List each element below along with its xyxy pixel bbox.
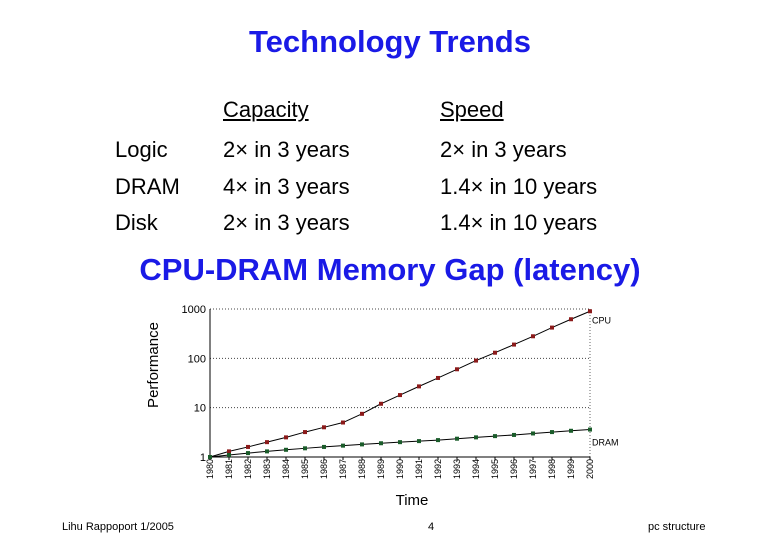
cpu-point-1990 (398, 393, 402, 398)
y-tick-label-1: 1 (200, 452, 206, 464)
x-tick-label-1983: 1983 (262, 459, 272, 479)
cpu-series-label: CPU (592, 315, 611, 325)
dram-point-1983 (265, 449, 269, 454)
cpu-point-1999 (569, 317, 573, 322)
chart-subtitle: CPU-DRAM Memory Gap (latency) (139, 252, 641, 287)
dram-point-1985 (303, 446, 307, 451)
dram-point-1998 (550, 430, 554, 435)
header-capacity: Capacity (223, 97, 309, 122)
chart-series: CPU DRAM (208, 309, 619, 459)
cpu-point-1998 (550, 325, 554, 330)
y-tick-label-10: 10 (194, 403, 206, 415)
slide-title: Technology Trends (249, 24, 531, 59)
dram-point-1980 (208, 455, 212, 459)
dram-point-1991 (417, 439, 421, 444)
dram-point-1981 (227, 452, 231, 457)
x-tick-label-1998: 1998 (547, 459, 557, 479)
row-dram-speed: 1.4× in 10 years (440, 174, 598, 199)
y-tick-label-100: 100 (188, 353, 206, 365)
x-tick-label-1993: 1993 (452, 459, 462, 479)
dram-point-1986 (322, 444, 326, 449)
x-tick-label-1999: 1999 (566, 459, 576, 479)
x-tick-label-1987: 1987 (338, 459, 348, 479)
cpu-point-1981 (227, 449, 231, 454)
x-tick-label-1982: 1982 (243, 459, 253, 479)
cpu-point-1996 (512, 342, 516, 347)
dram-point-1994 (474, 435, 478, 440)
x-tick-label-1985: 1985 (300, 459, 310, 479)
row-disk-label: Disk (115, 210, 158, 235)
x-tick-label-1980: 1980 (205, 459, 215, 479)
x-tick-label-1988: 1988 (357, 459, 367, 479)
cpu-point-1997 (531, 334, 535, 339)
cpu-point-1991 (417, 384, 421, 389)
dram-point-2000 (588, 427, 592, 432)
dram-point-1993 (455, 436, 459, 441)
y-tick-labels: 1000 100 10 1 (182, 304, 206, 464)
cpu-point-1992 (436, 375, 440, 380)
x-tick-label-1990: 1990 (395, 459, 405, 479)
dram-point-1990 (398, 440, 402, 445)
dram-point-1984 (284, 447, 288, 452)
cpu-point-1989 (379, 401, 383, 406)
cpu-point-1985 (303, 430, 307, 435)
row-dram-capacity: 4× in 3 years (223, 174, 350, 199)
x-tick-label-1992: 1992 (433, 459, 443, 479)
x-tick-label-1986: 1986 (319, 459, 329, 479)
footer-author: Lihu Rappoport 1/2005 (62, 521, 174, 533)
cpu-point-1984 (284, 435, 288, 440)
row-disk-capacity: 2× in 3 years (223, 210, 350, 235)
cpu-point-1988 (360, 411, 364, 416)
dram-point-1982 (246, 451, 250, 456)
cpu-point-2000 (588, 309, 592, 314)
dram-point-1992 (436, 438, 440, 443)
footer-course: pc structure (648, 521, 706, 533)
cpu-point-1994 (474, 358, 478, 363)
x-tick-label-1981: 1981 (224, 459, 234, 479)
row-dram-label: DRAM (115, 174, 180, 199)
x-tick-labels: 1980 1981 1982 1983 1984 1985 1986 1987 1988 1989… (205, 459, 595, 479)
dram-point-1995 (493, 434, 497, 439)
chart-grid (210, 308, 590, 409)
row-logic-capacity: 2× in 3 years (223, 137, 350, 162)
header-speed: Speed (440, 97, 504, 122)
cpu-point-1986 (322, 425, 326, 430)
dram-series-label: DRAM (592, 438, 619, 448)
cpu-point-1995 (493, 350, 497, 355)
cpu-point-1983 (265, 440, 269, 445)
dram-point-1987 (341, 443, 345, 448)
x-tick-label-1989: 1989 (376, 459, 386, 479)
row-logic-speed: 2× in 3 years (440, 137, 567, 162)
row-disk-speed: 1.4× in 10 years (440, 210, 598, 235)
dram-point-1999 (569, 428, 573, 433)
x-tick-label-1995: 1995 (490, 459, 500, 479)
cpu-point-1987 (341, 420, 345, 425)
dram-point-1988 (360, 442, 364, 447)
footer-page-number: 4 (428, 521, 435, 533)
dram-point-1997 (531, 431, 535, 436)
chart-axes (209, 309, 591, 460)
x-tick-label-1997: 1997 (528, 459, 538, 479)
dram-point-1989 (379, 441, 383, 446)
dram-point-1996 (512, 432, 516, 437)
row-logic-label: Logic (115, 137, 168, 162)
x-tick-label-1991: 1991 (414, 459, 424, 479)
x-axis-label: Time (396, 492, 429, 509)
cpu-point-1982 (246, 444, 250, 449)
x-tick-label-1994: 1994 (471, 459, 481, 479)
x-tick-label-1996: 1996 (509, 459, 519, 479)
y-axis-label: Performance (145, 322, 162, 408)
cpu-point-1993 (455, 367, 459, 372)
x-tick-label-1984: 1984 (281, 459, 291, 479)
y-tick-label-1000: 1000 (182, 304, 206, 316)
x-tick-label-2000: 2000 (585, 459, 595, 479)
